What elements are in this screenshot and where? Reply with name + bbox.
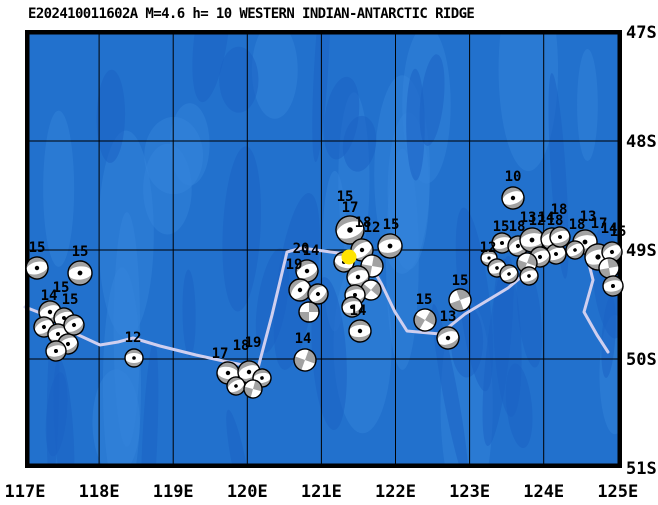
depth-label: 18 [233, 338, 250, 354]
depth-label: 15 [416, 292, 433, 308]
depth-label: 13 [580, 209, 597, 225]
lon-axis-label: 119E [153, 482, 194, 502]
focal-mechanism-beachball [243, 379, 263, 399]
focal-mechanism-beachball [45, 340, 67, 362]
focal-mechanism-beachball [67, 260, 93, 286]
axis-labels: 117E 118E 119E 120E 121E 122E 123E 124E 125E 47S 4… [5, 23, 657, 502]
focal-mechanism-beachball [601, 241, 623, 263]
focal-mechanism-beachball [226, 376, 246, 396]
lon-axis-label: 124E [523, 482, 564, 502]
lat-axis-label: 50S [626, 350, 657, 370]
focal-mechanism-beachball [25, 256, 49, 280]
bathymetry-texture [43, 32, 620, 466]
lat-axis-label: 47S [626, 23, 657, 43]
depth-label: 18 [551, 202, 568, 218]
focal-mechanism-beachball [598, 257, 620, 279]
depth-label: 17 [591, 216, 608, 232]
focal-mechanism-beachball [491, 232, 513, 254]
depth-label: 14 [41, 288, 58, 304]
focal-mechanism-beachball [519, 266, 539, 286]
depth-label: 19 [245, 335, 262, 351]
lat-axis-label: 49S [626, 241, 657, 261]
focal-mechanism-beachball [288, 278, 312, 302]
focal-mechanism-beachball [501, 186, 525, 210]
focal-mechanism-beachball [377, 233, 403, 259]
depth-label: 18 [355, 215, 372, 231]
depth-label: 18 [547, 213, 564, 229]
focal-mechanism-beachball [348, 319, 372, 343]
focal-mechanism-beachball [293, 348, 317, 372]
depth-label: 12 [125, 330, 142, 346]
depth-label: 17 [342, 200, 359, 216]
depth-label: 17 [212, 346, 229, 362]
depth-label: 15 [72, 244, 89, 260]
focal-mechanism-beachball [448, 288, 472, 312]
depth-label: 18 [509, 219, 526, 235]
focal-mechanism-beachball [516, 252, 538, 274]
depth-label: 15 [29, 240, 46, 256]
focal-mechanism-beachball [63, 314, 85, 336]
lon-axis-label: 117E [5, 482, 46, 502]
lon-axis-label: 121E [301, 482, 342, 502]
focal-mechanism-beachball [549, 226, 571, 248]
focal-mechanisms [25, 186, 624, 399]
depth-label: 13 [520, 210, 537, 226]
depth-label: 15 [53, 280, 70, 296]
lon-axis-label: 122E [375, 482, 416, 502]
focal-mechanism-beachball [298, 301, 320, 323]
depth-label: 14 [538, 210, 555, 226]
focal-mechanism-beachball [413, 308, 437, 332]
focal-mechanism-beachball [565, 240, 585, 260]
depth-label: 15 [337, 189, 354, 205]
depth-label: 15 [383, 217, 400, 233]
focal-mechanism-beachball [436, 326, 460, 350]
depth-label: 18 [569, 217, 586, 233]
focal-mechanism-beachball [295, 259, 319, 283]
focal-mechanism-beachball [499, 264, 519, 284]
depth-label: 10 [505, 169, 522, 185]
depth-label: 12 [364, 220, 381, 236]
map-title: E202410011602A M=4.6 h= 10 WESTERN INDIA… [28, 6, 475, 22]
focal-mechanism-beachball [341, 296, 363, 318]
focal-mechanism-beachball [602, 275, 624, 297]
lat-axis-label: 51S [626, 459, 657, 479]
depth-label: 12 [480, 240, 497, 256]
depth-label: 14 [295, 331, 312, 347]
depth-label: 15 [62, 292, 79, 308]
depth-label: 14 [303, 243, 320, 259]
depth-label: 15 [493, 219, 510, 235]
epicenter-marker [341, 249, 357, 265]
lon-axis-label: 118E [79, 482, 120, 502]
focal-mechanism-beachball [360, 279, 382, 301]
depth-label: 13 [440, 309, 457, 325]
focal-mechanism-beachball [335, 215, 365, 245]
lon-axis-label: 125E [597, 482, 638, 502]
depth-label: 12 [529, 213, 546, 229]
focal-mechanism-beachball [545, 243, 567, 265]
depth-label: 14 [601, 221, 618, 237]
depth-label: 15 [452, 273, 469, 289]
depth-label: 15 [610, 224, 627, 240]
focal-mechanism-beachball [124, 348, 144, 368]
depth-label: 19 [286, 257, 303, 273]
lon-axis-label: 120E [227, 482, 268, 502]
lat-axis-label: 48S [626, 132, 657, 152]
focal-mechanism-beachball [307, 283, 329, 305]
lon-axis-label: 123E [449, 482, 490, 502]
depth-label: 20 [293, 241, 310, 257]
depth-label: 14 [350, 303, 367, 319]
